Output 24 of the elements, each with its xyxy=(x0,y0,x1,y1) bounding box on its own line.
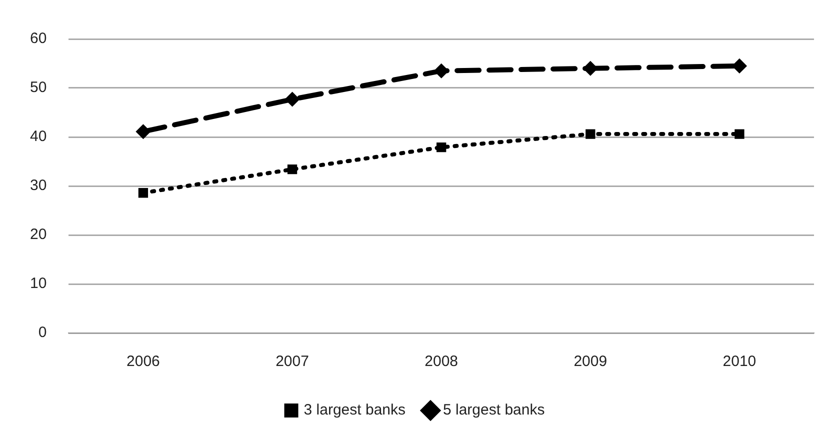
x-tick-label: 2007 xyxy=(276,353,309,370)
y-tick-label: 50 xyxy=(30,79,47,96)
point xyxy=(584,62,597,75)
y-tick-label: 10 xyxy=(30,275,47,292)
point xyxy=(734,129,744,139)
y-tick-label: 30 xyxy=(30,177,47,194)
point xyxy=(138,188,148,198)
point xyxy=(136,125,150,138)
y-tick-label: 0 xyxy=(38,324,47,342)
point xyxy=(436,142,446,152)
x-tick-label: 2009 xyxy=(574,353,608,370)
x-tick-label: 2010 xyxy=(722,353,756,370)
point xyxy=(732,59,746,72)
y-tick-label: 40 xyxy=(30,128,47,146)
x-tick-label: 2008 xyxy=(424,353,458,370)
point xyxy=(286,92,299,106)
point xyxy=(434,64,448,78)
legend-label: 5 largest banks xyxy=(443,402,545,419)
point xyxy=(586,129,596,139)
legend-label: 3 largest banks xyxy=(304,402,406,419)
x-tick-label: 2006 xyxy=(126,353,160,370)
y-tick-label: 60 xyxy=(30,30,47,48)
y-tick-label: 20 xyxy=(30,226,47,244)
point xyxy=(287,164,298,174)
